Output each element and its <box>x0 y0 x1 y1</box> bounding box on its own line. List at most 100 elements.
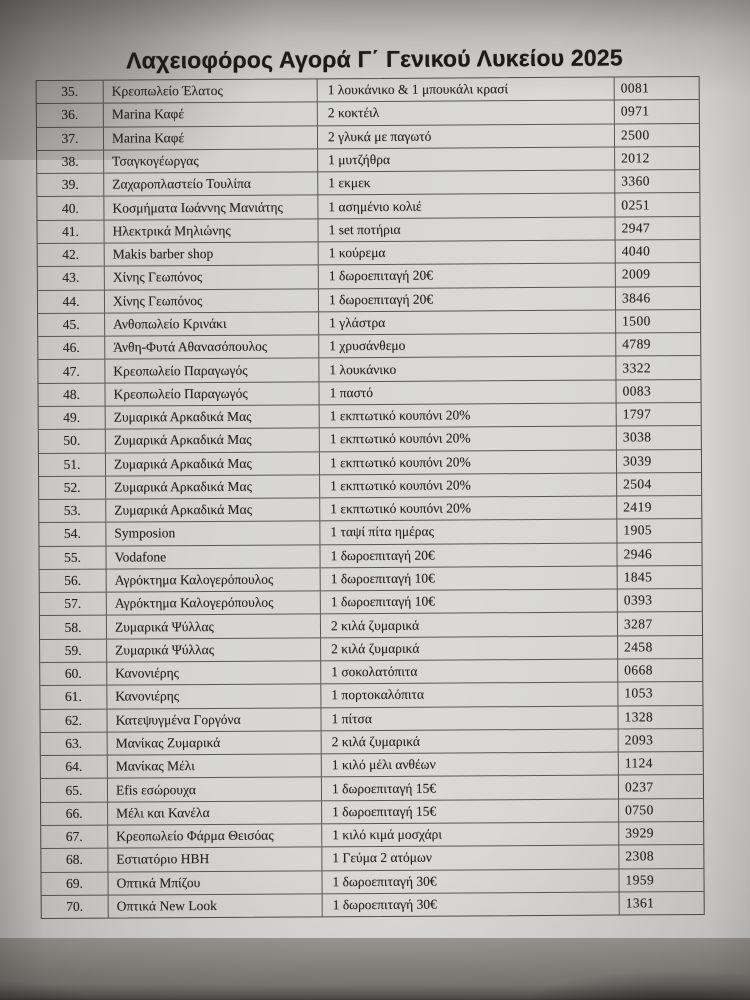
row-number-cell: 42. <box>62 246 80 263</box>
prize-cell: 1 παστό <box>318 380 616 405</box>
ticket-code-cell: 3846 <box>614 286 701 310</box>
business-name-cell: Άνθη-Φυτά Αθανασόπουλος <box>104 335 319 360</box>
row-number-cell: 64. <box>65 759 83 775</box>
business-name-cell: Κανονιέρης <box>106 661 321 685</box>
business-name-cell: Χίνης Γεωπόνος <box>103 265 318 290</box>
business-name-cell: Ζυμαρικά Αρκαδικά Μας <box>105 498 320 522</box>
ticket-code-cell: 4040 <box>614 239 700 263</box>
prize-cell: 2 κοκτέιλ <box>316 100 614 125</box>
prize-cell: 1 κιλό μέλι ανθέων <box>320 752 618 777</box>
business-name-cell: Marina Καφέ <box>102 125 318 150</box>
row-number-cell: 49. <box>63 409 81 425</box>
row-number-cell: 55. <box>64 549 82 565</box>
row-number-cell: 48. <box>63 386 81 402</box>
row-number-cell: 35. <box>61 83 79 100</box>
prize-cell: 1 δωροεπιταγή 20€ <box>319 543 617 568</box>
ticket-code-cell: 3322 <box>615 356 701 380</box>
business-name-cell: Χίνης Γεωπόνος <box>103 288 319 313</box>
prize-cell: 1 λουκάνικο <box>318 356 616 381</box>
prize-cell: 1 δωροεπιταγή 30€ <box>321 869 619 894</box>
business-name-cell: Αγρόκτημα Καλογερόπουλος <box>105 568 320 592</box>
prize-cell: 1 σοκολατόπιτα <box>320 659 618 684</box>
prize-cell: 2 κιλά ζυμαρικά <box>319 612 618 638</box>
business-name-cell: Vodafone <box>105 544 320 569</box>
business-name-cell: Ζυμαρικά Αρκαδικά Μας <box>105 475 320 499</box>
row-number-cell: 53. <box>63 503 81 519</box>
row-number-cell: 37. <box>61 130 79 146</box>
ticket-code-cell: 4789 <box>615 333 701 356</box>
business-name-cell: Efis εσώρουχα <box>106 777 322 802</box>
ticket-code-cell: 1905 <box>616 519 702 543</box>
prize-cell: 2 κιλά ζυμαρικά <box>320 636 618 661</box>
ticket-code-cell: 3929 <box>618 822 704 845</box>
row-number-cell: 58. <box>64 619 82 635</box>
ticket-code-cell: 2500 <box>613 123 700 147</box>
prize-cell: 1 γλάστρα <box>318 310 616 335</box>
business-name-cell: Μανίκας Ζυμαρικά <box>106 731 321 755</box>
row-number-cell: 66. <box>65 805 83 821</box>
ticket-code-cell: 1845 <box>616 565 702 589</box>
row-number-cell: 59. <box>64 642 82 658</box>
row-number-cell: 52. <box>63 479 81 495</box>
document-page: Λαχειοφόρος Αγορά Γ΄ Γενικού Λυκείου 202… <box>0 0 750 945</box>
business-name-cell: Ανθοπωλείο Κρινάκι <box>104 312 319 336</box>
ticket-code-cell: 0393 <box>616 589 702 612</box>
ticket-code-cell: 3039 <box>615 449 702 473</box>
row-number-cell: 54. <box>63 526 81 542</box>
ticket-code-cell: 3287 <box>616 612 703 636</box>
business-name-cell: Ζυμαρικά Αρκαδικά Μας <box>104 405 319 429</box>
row-number-cell: 57. <box>64 596 82 612</box>
business-name-cell: Κρεοπωλείο Έλατος <box>102 79 317 103</box>
prize-cell: 1 εκμεκ <box>317 170 615 195</box>
ticket-code-cell: 1500 <box>615 309 701 333</box>
row-number-cell: 38. <box>61 153 79 169</box>
row-number-cell: 67. <box>65 828 83 845</box>
row-number-cell: 47. <box>62 363 80 379</box>
ticket-code-cell: 0081 <box>613 77 699 100</box>
prize-cell: 1 εκπτωτικό κουπόνι 20% <box>318 450 617 475</box>
prize-cell: 1 δωροεπιταγή 10€ <box>319 589 617 614</box>
business-name-cell: Marina Καφέ <box>102 102 317 127</box>
row-number-cell: 61. <box>64 689 82 705</box>
row-number-cell: 43. <box>62 270 80 286</box>
business-name-cell: Μανίκας Μέλι <box>106 754 321 779</box>
ticket-code-cell: 0083 <box>615 379 701 403</box>
ticket-code-cell: 2946 <box>616 542 702 566</box>
ticket-code-cell: 2504 <box>616 472 702 496</box>
row-number-cell: 36. <box>61 107 79 123</box>
prize-cell: 1 λουκάνικο & 1 μπουκάλι κρασί <box>316 77 614 102</box>
business-name-cell: Makis barber shop <box>103 242 318 266</box>
ticket-code-cell: 1053 <box>617 682 703 706</box>
business-name-cell: Ζυμαρικά Ψύλλας <box>106 638 321 662</box>
prize-cell: 2 κιλά ζυμαρικά <box>320 729 618 754</box>
row-number-cell: 45. <box>62 316 80 332</box>
ticket-code-cell: 1959 <box>618 868 704 892</box>
business-name-cell: Μέλι και Κανέλα <box>107 801 322 825</box>
ticket-code-cell: 2012 <box>614 146 700 170</box>
row-number-cell: 60. <box>64 665 82 682</box>
row-number-cell: 39. <box>61 177 79 193</box>
lottery-table: 35. Κρεοπωλείο Έλατος 1 λουκάνικο & 1 μπ… <box>35 76 705 920</box>
prize-cell: 1 set ποτήρια <box>317 217 615 242</box>
ticket-code-cell: 0668 <box>617 659 703 682</box>
ticket-code-cell: 2419 <box>616 496 702 519</box>
ticket-code-cell: 2093 <box>617 728 703 752</box>
business-name-cell: Κατεψυγμένα Γοργόνα <box>106 707 321 732</box>
prize-cell: 1 ασημένιο κολιέ <box>317 193 615 219</box>
business-name-cell: Εστιατόριο ΗΒΗ <box>107 847 322 872</box>
business-name-cell: Ηλεκτρικά Μηλιώνης <box>103 219 318 243</box>
business-name-cell: Ζυμαρικά Ψύλλας <box>105 614 321 639</box>
prize-cell: 1 εκπτωτικό κουπόνι 20% <box>318 403 616 428</box>
business-name-cell: Οπτικά Μπίζου <box>107 870 322 895</box>
ticket-code-cell: 2458 <box>617 635 703 659</box>
prize-cell: 1 δωροεπιταγή 20€ <box>317 287 616 312</box>
business-name-cell: Ζυμαρικά Αρκαδικά Μας <box>104 451 320 476</box>
row-number-cell: 68. <box>65 852 83 868</box>
prize-cell: 1 δωροεπιταγή 10€ <box>319 566 617 591</box>
prize-cell: 1 κιλό κιμά μοσχάρι <box>321 822 619 847</box>
prize-cell: 1 κούρεμα <box>317 240 615 265</box>
ticket-code-cell: 1328 <box>617 705 703 729</box>
page-title: Λαχειοφόρος Αγορά Γ΄ Γενικού Λυκείου 202… <box>126 44 623 74</box>
business-name-cell: Κοσμήματα Ιωάννης Μανιάτης <box>103 195 318 220</box>
